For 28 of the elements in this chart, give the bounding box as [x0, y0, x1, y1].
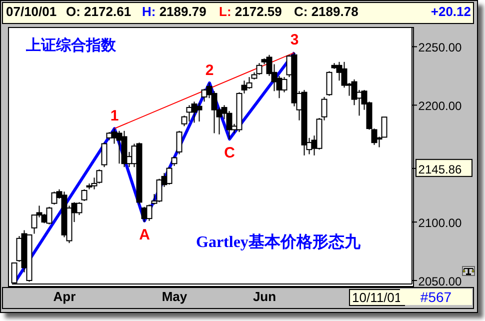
candlestick	[326, 70, 332, 96]
annotation: A	[139, 226, 150, 244]
text: H: 2189.79	[142, 4, 206, 19]
candlestick	[176, 130, 182, 155]
annotation: Gartley基本价格形态九	[196, 234, 360, 251]
candlestick	[171, 156, 178, 166]
y-tick-label: 2200.00	[418, 99, 462, 114]
text: +20.12	[430, 4, 471, 19]
candlestick	[101, 142, 108, 168]
text: #567	[420, 289, 452, 305]
x-tick-label: May	[162, 289, 188, 304]
text: 上证综合指数	[26, 36, 116, 55]
text: L: 2172.59	[219, 4, 282, 19]
text: C: 2189.78	[294, 4, 358, 19]
y-tick-label: 2100.00	[418, 216, 462, 230]
x-tick-label: Apr	[53, 289, 76, 304]
y-tick-label: 2050.00	[418, 274, 462, 288]
text: O: 2172.61	[66, 4, 132, 19]
annotation: 3	[290, 32, 299, 49]
annotation: C	[224, 144, 236, 162]
y-tick-label: 2145.86	[418, 162, 462, 176]
text: 07/10/01	[6, 4, 57, 19]
x-tick-label: Jun	[252, 289, 276, 304]
annotation: 2	[205, 62, 214, 79]
annotation: 1	[110, 108, 119, 125]
candlestick	[81, 188, 88, 202]
text: 10/11/01	[352, 290, 402, 305]
y-tick-label: 2250.00	[418, 40, 462, 55]
